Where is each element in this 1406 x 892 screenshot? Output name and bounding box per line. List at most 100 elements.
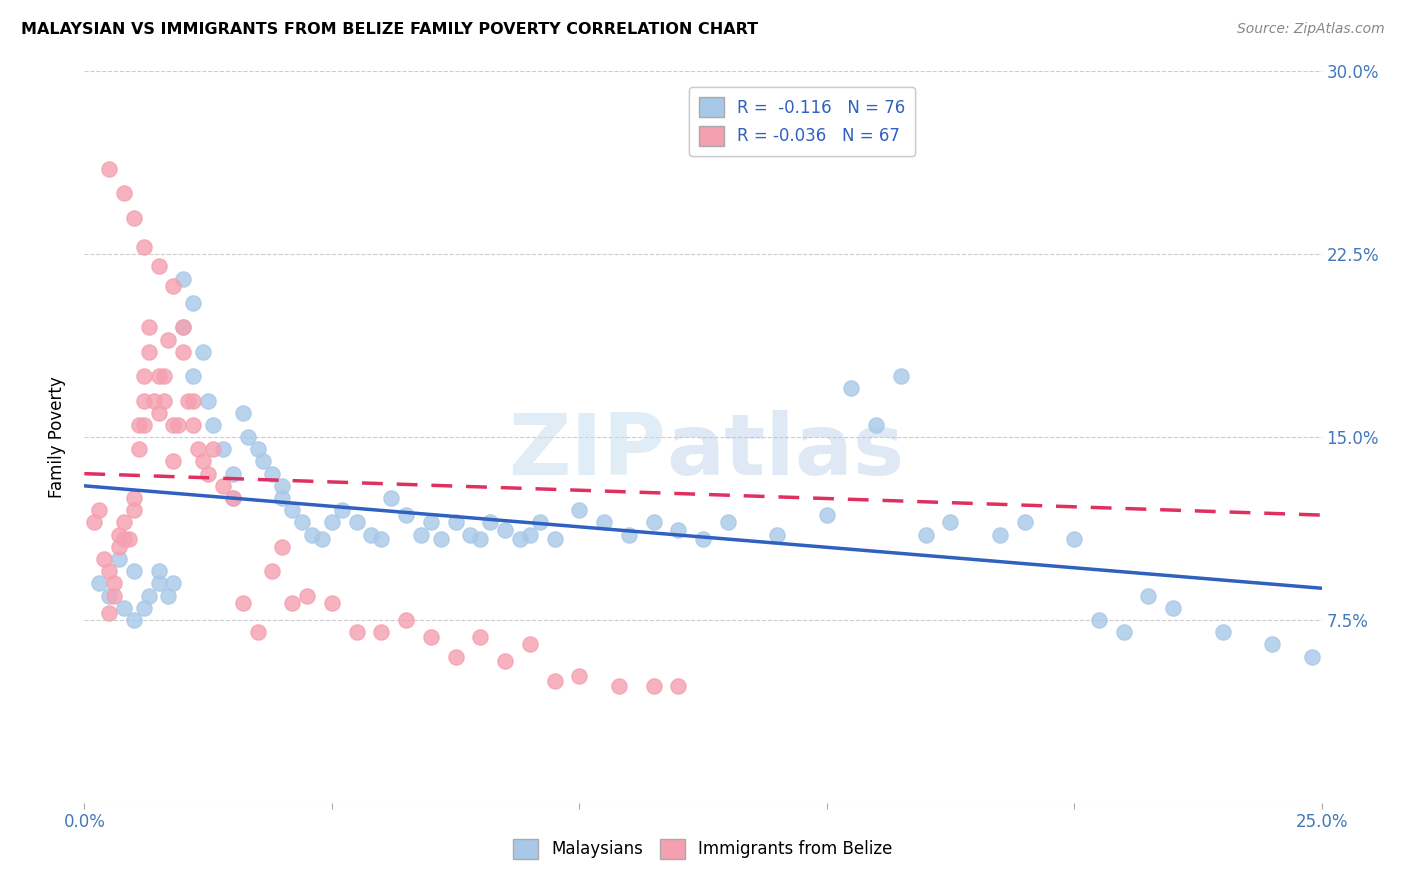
Point bbox=[494, 523, 516, 537]
Point bbox=[914, 527, 936, 541]
Point bbox=[529, 516, 551, 530]
Point bbox=[666, 523, 689, 537]
Point bbox=[108, 540, 131, 554]
Text: Source: ZipAtlas.com: Source: ZipAtlas.com bbox=[1237, 22, 1385, 37]
Point bbox=[172, 320, 194, 334]
Point bbox=[138, 320, 160, 334]
Point bbox=[122, 613, 145, 627]
Point bbox=[236, 430, 259, 444]
Point bbox=[380, 491, 402, 505]
Point bbox=[112, 600, 135, 615]
Point bbox=[167, 417, 190, 432]
Point bbox=[138, 344, 160, 359]
Point bbox=[479, 516, 502, 530]
Point bbox=[395, 613, 418, 627]
Point bbox=[98, 161, 121, 176]
Point bbox=[766, 527, 789, 541]
Legend: R =  -0.116   N = 76, R = -0.036   N = 67: R = -0.116 N = 76, R = -0.036 N = 67 bbox=[689, 87, 915, 156]
Point bbox=[197, 467, 219, 481]
Point bbox=[470, 630, 492, 644]
Point bbox=[890, 369, 912, 384]
Point bbox=[128, 417, 150, 432]
Point bbox=[98, 589, 121, 603]
Point bbox=[643, 679, 665, 693]
Point bbox=[246, 625, 269, 640]
Point bbox=[108, 552, 131, 566]
Point bbox=[83, 516, 105, 530]
Point bbox=[89, 576, 111, 591]
Point bbox=[262, 564, 284, 578]
Point bbox=[988, 527, 1011, 541]
Point bbox=[1261, 637, 1284, 651]
Point bbox=[132, 417, 155, 432]
Point bbox=[197, 393, 219, 408]
Point bbox=[617, 527, 640, 541]
Point bbox=[519, 637, 541, 651]
Point bbox=[1063, 533, 1085, 547]
Point bbox=[692, 533, 714, 547]
Point bbox=[841, 381, 863, 395]
Point bbox=[187, 442, 209, 457]
Point bbox=[172, 320, 194, 334]
Point bbox=[301, 527, 323, 541]
Point bbox=[252, 454, 274, 468]
Point bbox=[311, 533, 333, 547]
Y-axis label: Family Poverty: Family Poverty bbox=[48, 376, 66, 498]
Point bbox=[162, 417, 184, 432]
Point bbox=[939, 516, 962, 530]
Point bbox=[191, 344, 214, 359]
Point bbox=[98, 606, 121, 620]
Point bbox=[118, 533, 141, 547]
Point bbox=[181, 417, 204, 432]
Point bbox=[370, 533, 392, 547]
Point bbox=[509, 533, 531, 547]
Point bbox=[246, 442, 269, 457]
Point bbox=[717, 516, 740, 530]
Point bbox=[222, 467, 245, 481]
Point bbox=[271, 479, 294, 493]
Point bbox=[152, 369, 174, 384]
Point bbox=[212, 479, 235, 493]
Point bbox=[281, 503, 304, 517]
Legend: Malaysians, Immigrants from Belize: Malaysians, Immigrants from Belize bbox=[506, 832, 900, 866]
Point bbox=[112, 533, 135, 547]
Point bbox=[172, 344, 194, 359]
Point bbox=[222, 491, 245, 505]
Point bbox=[409, 527, 432, 541]
Point bbox=[568, 669, 591, 683]
Point bbox=[643, 516, 665, 530]
Point bbox=[666, 679, 689, 693]
Point bbox=[132, 240, 155, 254]
Point bbox=[460, 527, 482, 541]
Point bbox=[122, 503, 145, 517]
Point bbox=[212, 442, 235, 457]
Text: MALAYSIAN VS IMMIGRANTS FROM BELIZE FAMILY POVERTY CORRELATION CHART: MALAYSIAN VS IMMIGRANTS FROM BELIZE FAMI… bbox=[21, 22, 758, 37]
Point bbox=[232, 596, 254, 610]
Point bbox=[152, 393, 174, 408]
Point bbox=[148, 406, 170, 420]
Point bbox=[262, 467, 284, 481]
Point bbox=[346, 625, 368, 640]
Point bbox=[419, 630, 441, 644]
Point bbox=[321, 516, 343, 530]
Point bbox=[360, 527, 382, 541]
Point bbox=[1212, 625, 1234, 640]
Point bbox=[138, 589, 160, 603]
Point bbox=[1112, 625, 1135, 640]
Point bbox=[98, 564, 121, 578]
Point bbox=[128, 442, 150, 457]
Point bbox=[177, 393, 200, 408]
Point bbox=[157, 589, 180, 603]
Point bbox=[148, 576, 170, 591]
Point bbox=[370, 625, 392, 640]
Point bbox=[148, 260, 170, 274]
Point bbox=[330, 503, 353, 517]
Point bbox=[181, 369, 204, 384]
Point bbox=[281, 596, 304, 610]
Point bbox=[222, 491, 245, 505]
Point bbox=[132, 369, 155, 384]
Point bbox=[593, 516, 616, 530]
Point bbox=[172, 271, 194, 285]
Point bbox=[470, 533, 492, 547]
Point bbox=[162, 279, 184, 293]
